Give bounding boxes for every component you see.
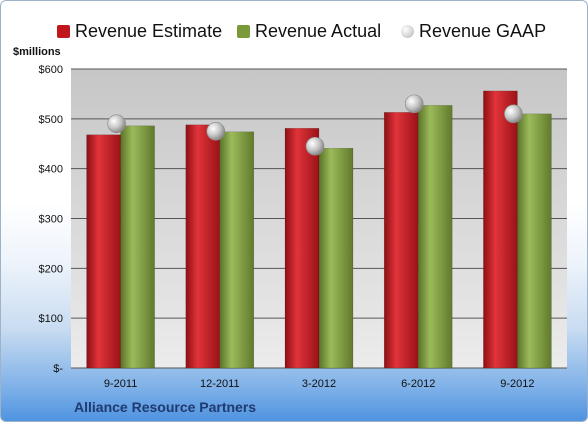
legend-item-gaap: Revenue GAAP [401, 17, 546, 45]
gaap-marker [504, 104, 523, 124]
y-tick-label: $400 [39, 164, 63, 176]
y-tick-label: $500 [39, 114, 63, 126]
estimate-bar [483, 90, 518, 369]
estimate-bar [185, 124, 221, 369]
y-axis-unit-label: $millions [13, 46, 61, 58]
legend-swatch-estimate [57, 24, 70, 38]
x-tick-label: 9-2011 [104, 378, 137, 390]
legend-swatch-gaap [401, 24, 414, 38]
legend-item-actual: Revenue Actual [237, 17, 381, 45]
x-tick-label: 6-2012 [401, 378, 435, 390]
gaap-marker [305, 136, 325, 156]
estimate-bar [86, 134, 121, 369]
x-tick-label: 3-2012 [302, 378, 336, 390]
actual-bar [318, 147, 354, 369]
x-tick-label: 12-2011 [200, 378, 240, 390]
legend-label-actual: Revenue Actual [255, 20, 382, 41]
legend-label-gaap: Revenue GAAP [419, 20, 547, 41]
x-tick-label: 9-2012 [500, 378, 534, 390]
estimate-bar [284, 128, 320, 369]
estimate-bar [383, 112, 419, 369]
actual-bar [120, 125, 155, 369]
legend-item-estimate: Revenue Estimate [57, 17, 222, 45]
gaap-marker [404, 94, 424, 114]
legend: Revenue Estimate Revenue Actual Revenue … [1, 17, 587, 45]
y-tick-label: $200 [39, 263, 63, 275]
actual-bar [219, 131, 255, 369]
legend-label-estimate: Revenue Estimate [75, 20, 223, 41]
gaap-marker [206, 121, 226, 141]
company-name-label: Alliance Resource Partners [74, 399, 257, 415]
y-tick-label: $100 [39, 313, 63, 325]
actual-bar [417, 105, 453, 369]
y-tick-label: $- [53, 363, 63, 375]
y-tick-label: $600 [39, 64, 63, 76]
y-tick-label: $300 [39, 214, 63, 226]
gaap-marker [107, 114, 126, 134]
actual-bar [517, 113, 552, 369]
legend-swatch-actual [237, 24, 250, 38]
